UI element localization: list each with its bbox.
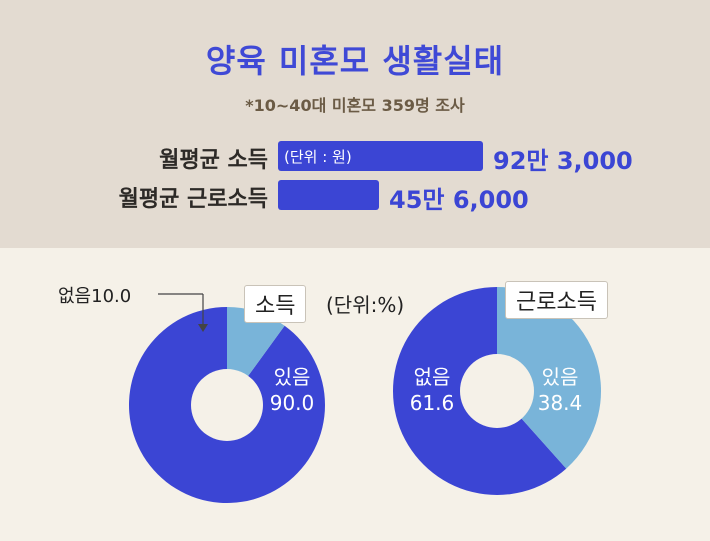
slice-label-earned-yes: 있음 38.4	[537, 365, 583, 415]
bar-earned-income	[278, 180, 379, 210]
callout-arrow	[198, 324, 208, 332]
page-title: 양육 미혼모 생활실태	[205, 42, 505, 80]
donut-unit-note: (단위:%)	[326, 293, 405, 317]
bar-value-earned-income: 45만 6,000	[389, 186, 529, 214]
donut-hole	[460, 354, 534, 428]
slice-label-earned-none: 없음 61.6	[409, 365, 455, 415]
slice-label-income-none: 없음10.0	[58, 286, 132, 307]
donut-title-income: 소득	[244, 285, 307, 323]
page-subtitle: *10~40대 미혼모 359명 조사	[245, 96, 465, 115]
donut-hole	[191, 369, 263, 441]
donut-charts	[129, 287, 602, 503]
bar-income: (단위 : 원)	[278, 141, 483, 171]
donut-title-earned-income: 근로소득	[505, 281, 608, 319]
bar-label-earned-income: 월평균 근로소득	[118, 187, 268, 212]
slice-earned-yes	[497, 287, 602, 469]
bar-value-income: 92만 3,000	[493, 147, 633, 175]
bar-label-income: 월평균 소득	[159, 148, 268, 173]
slice-label-income-yes: 있음 90.0	[269, 365, 315, 415]
bar-unit-note: (단위 : 원)	[284, 148, 352, 166]
